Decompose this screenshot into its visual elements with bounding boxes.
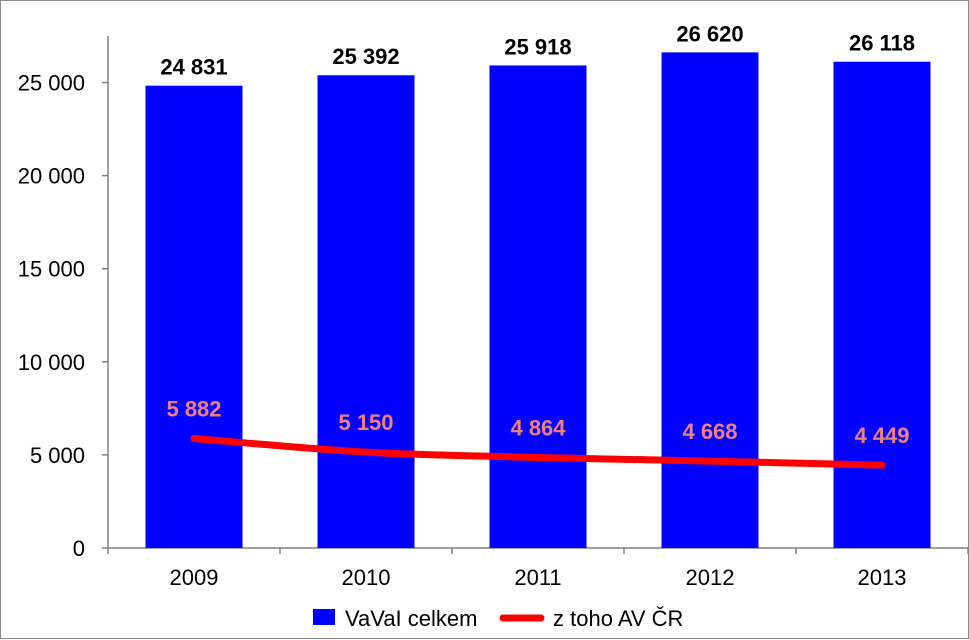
x-tick-label: 2011 <box>514 565 561 590</box>
line-value-label: 4 449 <box>854 423 909 448</box>
bar <box>661 52 759 548</box>
y-tick-label: 10 000 <box>18 350 85 375</box>
line-point <box>534 453 542 461</box>
legend-bar-swatch <box>313 609 335 625</box>
bar <box>317 75 415 548</box>
line-value-label: 4 864 <box>510 415 566 440</box>
bar <box>833 61 931 549</box>
bar-value-label: 26 620 <box>676 21 743 46</box>
axes: 0 5 000 10 000 15 000 20 000 25 000 2009 2010 20… <box>18 36 969 590</box>
data-labels: 24 831 25 392 25 918 26 620 26 118 5 882 5 150… <box>160 21 915 448</box>
x-tick-label: 2013 <box>858 565 907 590</box>
y-tick-label: 0 <box>73 536 85 561</box>
line-point <box>878 461 886 469</box>
bar <box>489 65 587 548</box>
x-tick-label: 2010 <box>342 565 391 590</box>
line-point <box>190 434 198 442</box>
bar-value-label: 25 392 <box>332 44 399 69</box>
line-point <box>706 457 714 465</box>
line-value-label: 5 150 <box>338 410 393 435</box>
line-value-label: 4 668 <box>682 419 737 444</box>
line-series <box>190 434 886 469</box>
line-point <box>362 448 370 456</box>
legend: VaVaI celkem z toho AV ČR <box>313 606 683 631</box>
bar-value-label: 25 918 <box>504 34 571 59</box>
legend-line-label: z toho AV ČR <box>553 606 683 631</box>
bar-value-label: 24 831 <box>160 55 227 80</box>
bar <box>145 85 243 548</box>
y-tick-label: 15 000 <box>18 257 85 282</box>
y-tick-label: 25 000 <box>18 71 85 96</box>
bar-value-label: 26 118 <box>849 31 915 56</box>
bar-series <box>145 52 931 549</box>
y-tick-label: 5 000 <box>30 443 85 468</box>
y-tick-label: 20 000 <box>18 164 85 189</box>
line-value-label: 5 882 <box>166 396 221 421</box>
x-tick-label: 2009 <box>170 565 219 590</box>
x-tick-label: 2012 <box>686 565 735 590</box>
legend-bar-label: VaVaI celkem <box>345 606 477 631</box>
